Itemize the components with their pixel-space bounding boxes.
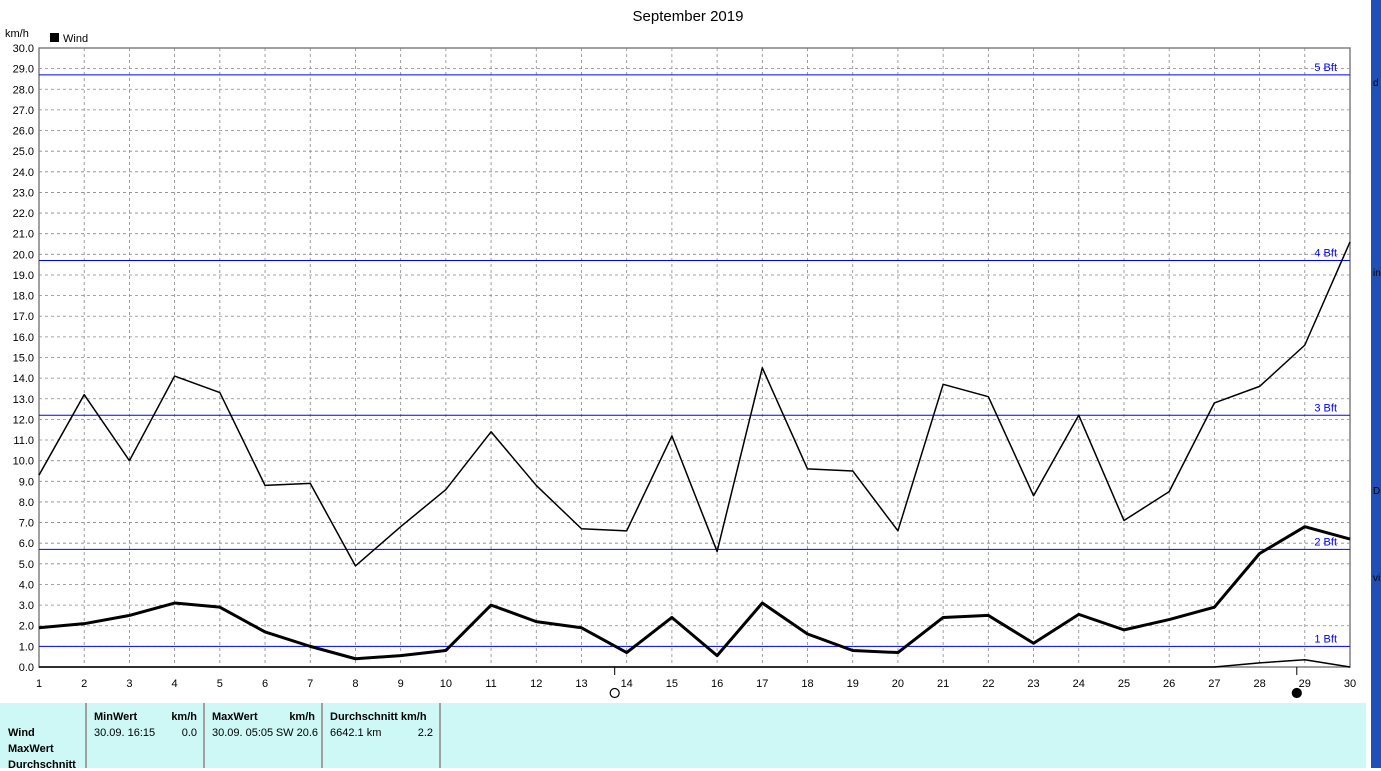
y-tick-label: 4.0 [19, 579, 34, 591]
avg-distance: 6642.1 km [330, 727, 382, 739]
x-tick-label: 13 [575, 678, 587, 690]
x-tick-label: 19 [847, 678, 859, 690]
min-value: 0.0 [181, 727, 197, 739]
y-tick-label: 30.0 [13, 43, 34, 55]
y-tick-label: 0.0 [19, 662, 34, 674]
wind-chart: 0.01.02.03.04.05.06.07.08.09.010.011.012… [5, 8, 1356, 699]
y-tick-label: 23.0 [13, 187, 34, 199]
y-tick-label: 24.0 [13, 167, 34, 179]
beaufort-label: 2 Bft [1314, 536, 1337, 548]
row-label-maxwert: MaxWert [8, 743, 54, 755]
x-tick-label: 2 [81, 678, 87, 690]
beaufort-label: 5 Bft [1314, 62, 1337, 74]
summary-panel: Wind MaxWert Durchschnitt MinWert km/h 3… [0, 703, 1366, 771]
y-tick-label: 13.0 [13, 394, 34, 406]
x-tick-label: 27 [1208, 678, 1220, 690]
x-tick-label: 14 [621, 678, 633, 690]
y-tick-label: 6.0 [19, 538, 34, 550]
desktop-fragment: vi [1373, 573, 1381, 584]
beaufort-label: 4 Bft [1314, 248, 1337, 260]
x-tick-label: 24 [1073, 678, 1085, 690]
y-tick-label: 1.0 [19, 641, 34, 653]
y-tick-label: 21.0 [13, 229, 34, 241]
desktop-fragment: D [1373, 486, 1381, 497]
x-tick-label: 20 [892, 678, 904, 690]
row-label-wind: Wind [8, 727, 35, 739]
wind-series-line-1 [38, 525, 1351, 661]
x-tick-label: 8 [352, 678, 358, 690]
x-tick-label: 26 [1163, 678, 1175, 690]
beaufort-label: 1 Bft [1314, 633, 1337, 645]
beaufort-label: 3 Bft [1314, 402, 1337, 414]
x-tick-label: 25 [1118, 678, 1130, 690]
x-tick-label: 30 [1344, 678, 1356, 690]
new-moon-icon [1291, 687, 1302, 699]
y-tick-label: 27.0 [13, 105, 34, 117]
max-value: SW 20.6 [275, 727, 318, 739]
y-tick-label: 10.0 [13, 456, 34, 468]
y-tick-label: 2.0 [19, 621, 34, 633]
min-header: MinWert [94, 711, 138, 723]
x-tick-label: 6 [262, 678, 268, 690]
desktop-fragment: d [1373, 78, 1379, 89]
max-date: 30.09. 05:05 [212, 727, 274, 739]
avg-header: Durchschnitt km/h [330, 711, 427, 723]
desktop-background-strip: d in D vi [1371, 0, 1381, 768]
min-date: 30.09. 16:15 [94, 727, 156, 739]
y-tick-label: 12.0 [13, 414, 34, 426]
wind-series-line-2 [39, 659, 1351, 668]
max-header: MaxWert [212, 711, 258, 723]
x-tick-label: 4 [172, 678, 178, 690]
x-tick-label: 17 [756, 678, 768, 690]
y-tick-label: 26.0 [13, 126, 34, 138]
y-tick-label: 16.0 [13, 332, 34, 344]
y-tick-label: 14.0 [13, 373, 34, 385]
legend-label: Wind [63, 33, 88, 45]
y-tick-label: 22.0 [13, 208, 34, 220]
y-tick-label: 25.0 [13, 146, 34, 158]
desktop-fragment: in [1373, 268, 1381, 279]
x-tick-label: 9 [398, 678, 404, 690]
x-tick-label: 15 [666, 678, 678, 690]
x-tick-label: 22 [982, 678, 994, 690]
x-tick-label: 29 [1299, 678, 1311, 690]
x-tick-label: 10 [440, 678, 452, 690]
y-tick-label: 8.0 [19, 497, 34, 509]
x-tick-label: 16 [711, 678, 723, 690]
y-tick-label: 15.0 [13, 353, 34, 365]
y-tick-label: 28.0 [13, 84, 34, 96]
x-tick-label: 7 [307, 678, 313, 690]
avg-value: 2.2 [417, 727, 433, 739]
wind-series-line-0 [38, 241, 1351, 567]
y-axis-unit: km/h [5, 28, 29, 40]
y-tick-label: 3.0 [19, 600, 34, 612]
x-tick-label: 1 [36, 678, 42, 690]
y-tick-label: 5.0 [19, 559, 34, 571]
x-tick-label: 12 [530, 678, 542, 690]
min-unit: km/h [171, 711, 197, 723]
x-tick-label: 23 [1027, 678, 1039, 690]
x-tick-label: 5 [217, 678, 223, 690]
y-tick-label: 7.0 [19, 518, 34, 530]
y-tick-label: 18.0 [13, 291, 34, 303]
x-tick-label: 18 [801, 678, 813, 690]
y-tick-label: 20.0 [13, 249, 34, 261]
x-tick-label: 21 [937, 678, 949, 690]
y-tick-label: 11.0 [13, 435, 34, 447]
y-tick-label: 17.0 [13, 311, 34, 323]
chart-title: September 2019 [633, 8, 744, 25]
x-tick-label: 11 [485, 678, 496, 690]
x-tick-label: 28 [1253, 678, 1265, 690]
y-tick-label: 9.0 [19, 476, 34, 488]
max-unit: km/h [289, 711, 315, 723]
row-label-durchschnitt: Durchschnitt [8, 759, 76, 771]
legend-swatch [50, 33, 59, 42]
y-tick-label: 19.0 [13, 270, 34, 282]
x-tick-label: 3 [126, 678, 132, 690]
full-moon-icon [609, 687, 620, 699]
y-tick-label: 29.0 [13, 64, 34, 76]
